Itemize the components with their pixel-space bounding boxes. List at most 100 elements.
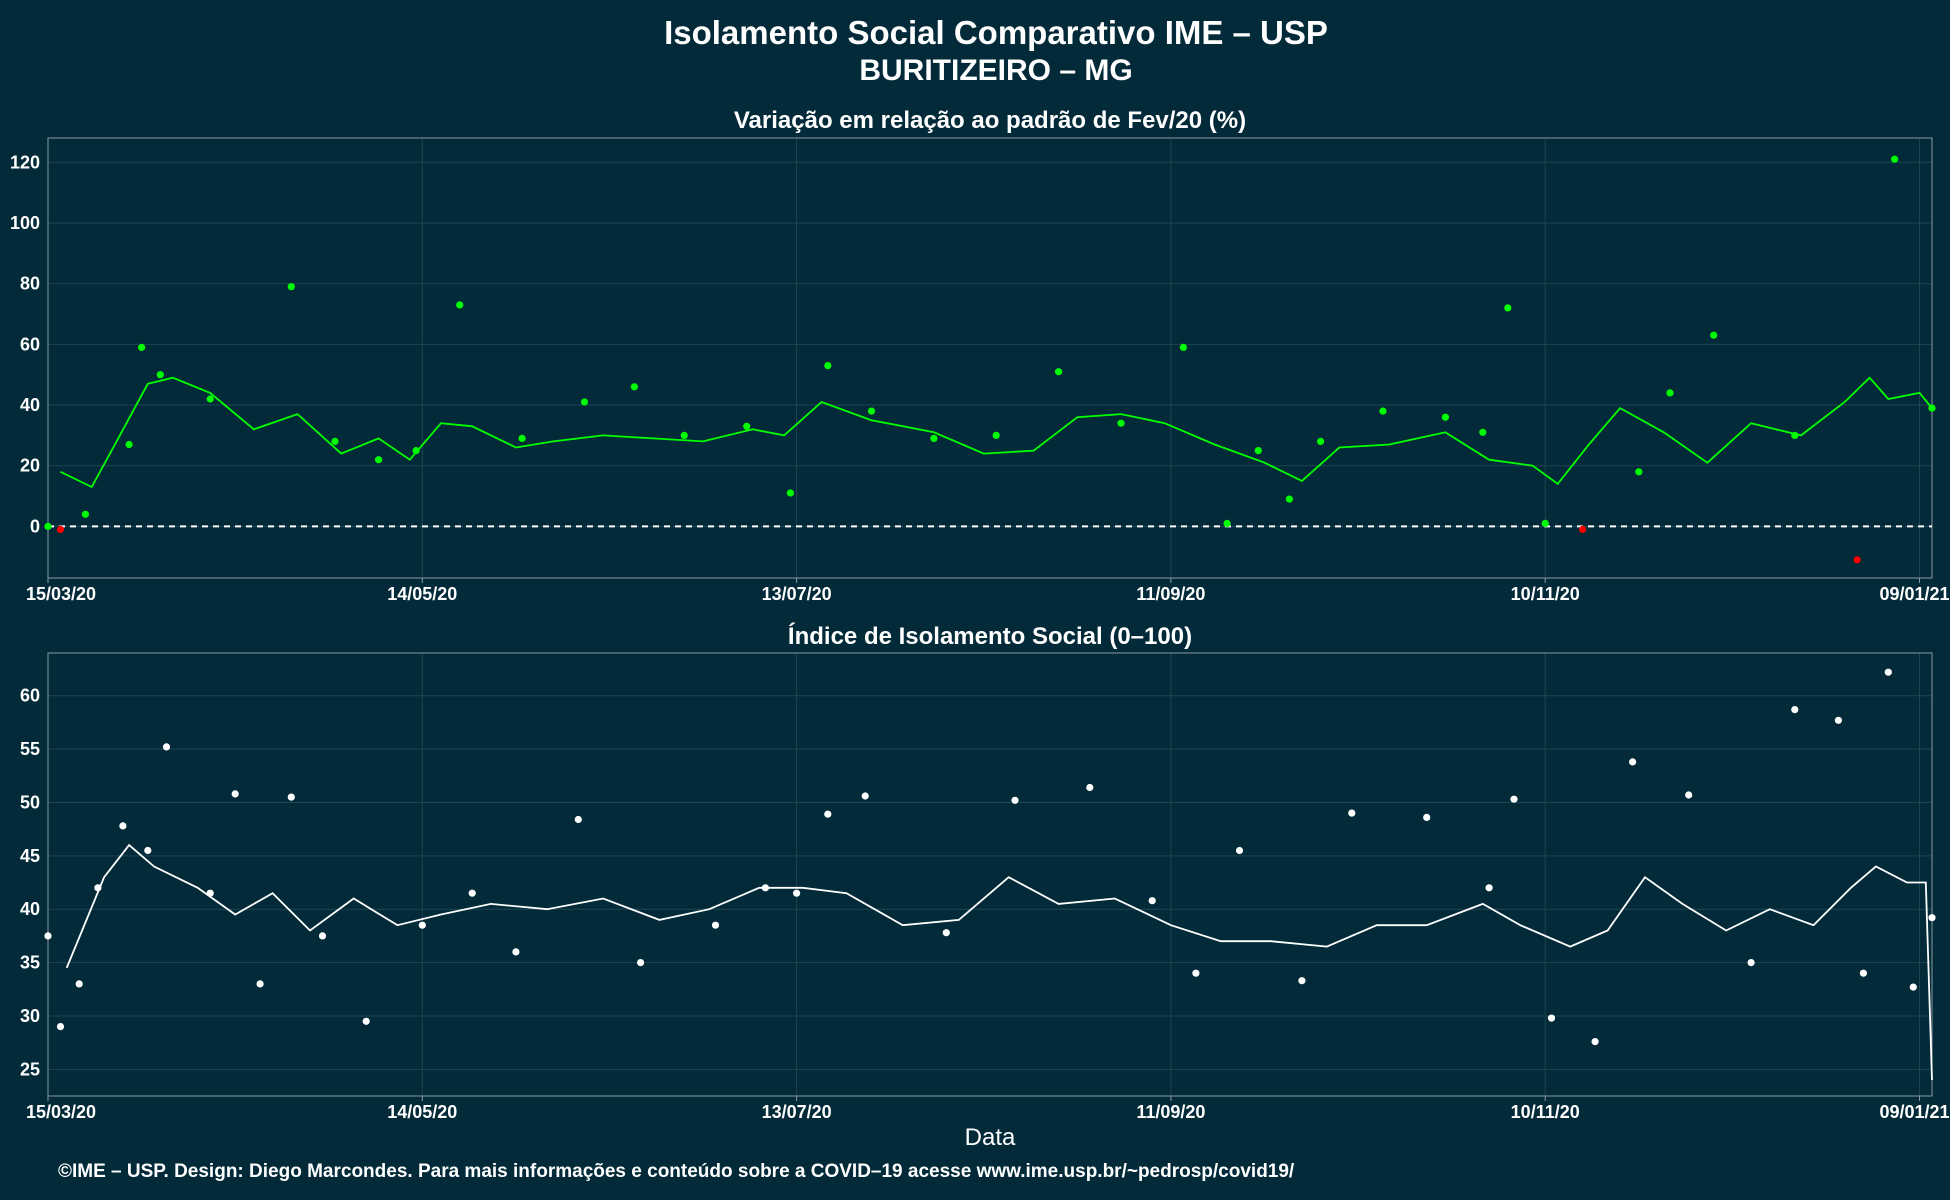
x-tick-label: 14/05/20 xyxy=(387,584,457,604)
data-point xyxy=(1254,447,1262,455)
data-point xyxy=(992,431,1000,439)
data-point xyxy=(1441,413,1449,421)
data-point xyxy=(1379,407,1387,415)
data-point xyxy=(1011,796,1019,804)
data-point xyxy=(1504,304,1512,312)
data-point xyxy=(119,822,127,830)
data-point xyxy=(1348,809,1356,817)
data-point xyxy=(206,889,214,897)
y-tick-label: 60 xyxy=(20,686,40,706)
x-tick-label: 11/09/20 xyxy=(1136,1102,1205,1122)
data-point xyxy=(468,889,476,897)
y-tick-label: 50 xyxy=(20,792,40,812)
chart-subtitle: BURITIZEIRO – MG xyxy=(859,54,1132,87)
y-tick-label: 60 xyxy=(20,334,40,354)
moving-average-line xyxy=(60,376,1933,489)
data-point xyxy=(574,815,582,824)
data-point xyxy=(630,383,639,391)
data-point xyxy=(1859,969,1867,977)
data-point xyxy=(1117,419,1125,427)
data-point xyxy=(1884,668,1892,676)
data-point xyxy=(56,1023,65,1031)
y-tick-label: 55 xyxy=(20,739,40,759)
data-point xyxy=(743,422,751,430)
y-tick-label: 45 xyxy=(20,846,40,866)
y-tick-label: 20 xyxy=(20,456,40,476)
data-point xyxy=(761,884,770,892)
x-tick-label: 10/11/20 xyxy=(1511,1102,1580,1122)
data-point xyxy=(793,889,801,897)
y-tick-label: 80 xyxy=(20,274,40,294)
data-point xyxy=(518,434,526,442)
variation-panel: Variação em relação ao padrão de Fev/20 … xyxy=(10,107,1950,604)
data-point xyxy=(1423,813,1431,822)
data-point xyxy=(1928,914,1936,922)
data-point xyxy=(1834,716,1842,724)
data-point xyxy=(1853,556,1861,564)
panel-frame xyxy=(47,137,1933,579)
panel-title: Variação em relação ao padrão de Fev/20 … xyxy=(734,107,1246,134)
x-tick-label: 11/09/20 xyxy=(1136,584,1205,604)
data-point xyxy=(1791,706,1799,714)
data-point xyxy=(418,921,426,929)
data-point xyxy=(786,489,795,497)
data-point xyxy=(1629,758,1637,766)
data-point xyxy=(680,431,688,439)
data-point xyxy=(1928,404,1936,412)
data-point xyxy=(256,980,264,988)
data-point xyxy=(1579,525,1587,534)
data-point xyxy=(1547,1014,1556,1022)
y-tick-label: 35 xyxy=(20,953,40,973)
data-point xyxy=(1666,389,1674,397)
data-point xyxy=(1909,983,1917,991)
x-axis-label: Data xyxy=(965,1124,1016,1151)
data-point xyxy=(1192,969,1200,977)
data-point xyxy=(930,434,938,442)
data-point xyxy=(1685,791,1693,799)
data-point xyxy=(1710,331,1718,339)
data-point xyxy=(1635,468,1643,476)
data-point xyxy=(1148,897,1156,905)
data-point xyxy=(867,407,876,415)
data-point xyxy=(375,456,383,464)
data-point xyxy=(580,398,589,406)
data-point xyxy=(1055,368,1063,376)
data-point xyxy=(138,343,146,351)
data-point xyxy=(512,948,520,956)
panel-title: Índice de Isolamento Social (0–100) xyxy=(788,622,1192,650)
data-point xyxy=(287,283,295,291)
data-point xyxy=(412,447,420,455)
data-point xyxy=(456,301,464,309)
data-point xyxy=(824,362,832,370)
data-point xyxy=(318,932,327,940)
data-point xyxy=(125,440,133,449)
data-point xyxy=(1285,495,1293,503)
data-point xyxy=(942,929,950,937)
data-point xyxy=(362,1017,370,1025)
data-point xyxy=(1591,1038,1599,1046)
index-panel: Índice de Isolamento Social (0–100) 25 30 3… xyxy=(20,622,1950,1151)
y-tick-label: 25 xyxy=(20,1059,40,1079)
data-point xyxy=(331,437,339,445)
x-tick-label: 09/01/21 xyxy=(1879,584,1949,604)
moving-average-line xyxy=(65,843,1933,1081)
data-point xyxy=(1747,959,1755,967)
data-point xyxy=(94,884,102,892)
data-point xyxy=(1541,519,1549,528)
data-point xyxy=(287,793,295,801)
data-point xyxy=(1791,431,1799,439)
data-point xyxy=(1485,884,1493,892)
x-tick-label: 13/07/20 xyxy=(762,1102,832,1122)
y-tick-label: 40 xyxy=(20,899,40,919)
data-point xyxy=(44,932,52,940)
x-tick-label: 09/01/21 xyxy=(1879,1102,1949,1122)
panel-frame xyxy=(47,652,1933,1097)
data-point xyxy=(1891,155,1899,163)
credit-footer: ©IME – USP. Design: Diego Marcondes. Par… xyxy=(58,1161,1295,1182)
x-tick-label: 14/05/20 xyxy=(387,1102,457,1122)
y-tick-label: 40 xyxy=(20,395,40,415)
data-point xyxy=(1510,795,1518,803)
data-point xyxy=(231,790,239,798)
